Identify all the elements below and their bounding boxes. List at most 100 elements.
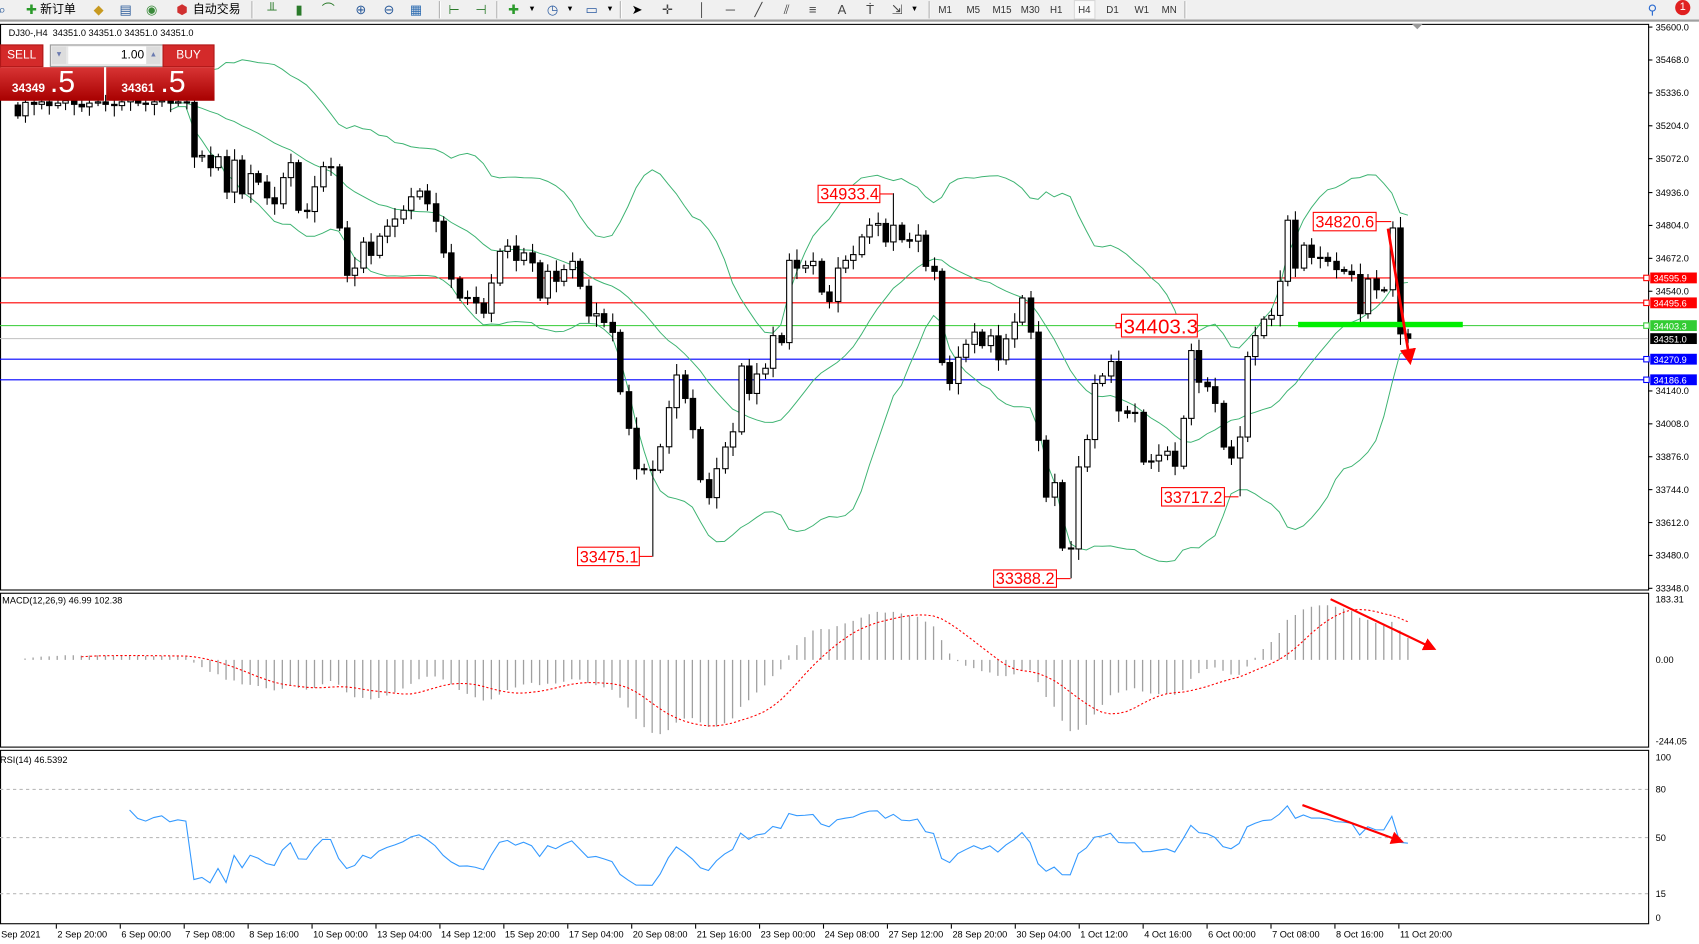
timeframe-m1[interactable]: M1 — [938, 4, 952, 16]
candle-body-bear — [102, 101, 109, 105]
candle — [1042, 435, 1050, 503]
buy-quote[interactable]: 34361 .5 — [106, 65, 215, 101]
trendline-icon[interactable]: ╱ — [754, 2, 763, 18]
candle-body-bear — [625, 391, 633, 429]
zoom-out-icon[interactable]: ⊖ — [383, 2, 395, 18]
lot-size-stepper: ▼ ▲ — [49, 44, 164, 68]
macd-label: MACD(12,26,9) 46.99 102.38 — [2, 596, 122, 606]
equidistant-channel-icon[interactable]: ⫽ — [783, 2, 790, 18]
timeframe-h4[interactable]: H4 — [1073, 0, 1095, 20]
timeframe-h1[interactable]: H1 — [1049, 4, 1063, 16]
text-icon[interactable]: A — [837, 2, 847, 18]
bar-chart-icon[interactable]: ╨ — [267, 2, 277, 18]
candle — [271, 186, 278, 215]
lot-size-input[interactable] — [68, 46, 147, 64]
candle — [640, 463, 648, 475]
candle — [1317, 246, 1324, 269]
candle — [1300, 242, 1308, 272]
search-icon[interactable]: ⚲ — [1647, 2, 1658, 18]
candle-body-bear — [553, 270, 560, 282]
lot-increase-icon[interactable]: ▲ — [146, 46, 161, 64]
candle-body-bear — [1042, 439, 1050, 498]
candle — [560, 264, 568, 287]
chevron-down-icon[interactable]: ▼ — [566, 5, 574, 14]
candle-body-bull — [1252, 335, 1259, 358]
candle — [585, 279, 593, 323]
timeframe-m30[interactable]: M30 — [1020, 4, 1040, 16]
indicators-icon[interactable]: ✚ — [508, 2, 520, 18]
crosshair-icon[interactable]: ✛ — [662, 2, 673, 18]
auto-trading-icon[interactable]: ⬢ — [176, 2, 188, 18]
sell-quote[interactable]: 34349 .5 — [0, 65, 105, 101]
annotation-text: 34820.6 — [1315, 214, 1374, 232]
candle — [238, 155, 246, 199]
price-annotation: 33717.2 — [1161, 487, 1239, 507]
candle-body-bull — [1002, 338, 1010, 361]
cursor-icon[interactable]: ➤ — [631, 2, 643, 18]
fibonacci-icon[interactable]: ≡ — [808, 2, 817, 18]
chevron-down-icon[interactable]: ▼ — [910, 5, 919, 14]
candle-body-bear — [303, 209, 311, 213]
timeframe-d1[interactable]: D1 — [1106, 4, 1119, 16]
candle-body-bear — [818, 260, 826, 293]
candle-body-bull — [834, 267, 842, 303]
sell-button[interactable]: SELL — [0, 44, 44, 68]
candle-body-bear — [1340, 269, 1348, 272]
chevron-down-icon[interactable]: ▼ — [606, 5, 614, 14]
candle — [327, 157, 335, 176]
candle-body-bull — [786, 259, 793, 344]
candle-body-bear — [30, 101, 38, 105]
new-order-icon[interactable]: ✚ — [25, 2, 37, 18]
candle-body-bull — [360, 241, 367, 269]
arrows-icon[interactable]: ⇲ — [891, 2, 903, 18]
chevron-down-icon[interactable]: ▼ — [528, 5, 536, 14]
candle — [480, 297, 488, 319]
templates-icon[interactable]: ▭ — [585, 2, 598, 18]
buy-button[interactable]: BUY — [162, 44, 215, 68]
metaeditor-icon[interactable]: ◆ — [93, 2, 104, 18]
candle — [255, 170, 262, 186]
candle-body-bear — [1292, 219, 1299, 269]
timeframe-m15[interactable]: M15 — [992, 4, 1012, 16]
candle-body-bear — [995, 335, 1002, 361]
timeframe-mn[interactable]: MN — [1161, 4, 1177, 16]
periods-clock-icon[interactable]: ◷ — [546, 2, 559, 18]
date-label: 8 Oct 16:00 — [1336, 929, 1384, 939]
line-chart-icon[interactable]: ⌒ — [321, 2, 335, 18]
candle-body-bull — [1155, 454, 1163, 462]
candle-body-bull — [890, 224, 897, 243]
bid-price-label: 34351.0 — [1653, 334, 1686, 344]
notification-badge[interactable]: 1 — [1675, 0, 1691, 16]
new-order-button[interactable]: 新订单 — [40, 3, 76, 17]
vertical-line-icon[interactable]: │ — [698, 2, 707, 18]
timeframe-w1[interactable]: W1 — [1134, 4, 1150, 16]
candle-body-bear — [1324, 256, 1332, 262]
zoom-in-icon[interactable]: ⊕ — [355, 2, 367, 18]
chart-shift-icon[interactable]: ⊣ — [475, 2, 487, 18]
price-tick-label: 34672.0 — [1656, 254, 1689, 264]
candle — [600, 308, 608, 328]
candlestick-icon[interactable]: ▮ — [295, 2, 303, 18]
auto-trading-button[interactable]: 自动交易 — [192, 3, 241, 17]
terminal-icon[interactable]: ▤ — [119, 2, 132, 18]
tile-windows-icon[interactable]: ▦ — [409, 2, 423, 18]
candle — [472, 286, 480, 314]
text-label-icon[interactable]: Ṫ — [866, 2, 875, 18]
candle — [1067, 540, 1075, 579]
candle-body-bull — [400, 209, 407, 220]
candle-body-bull — [384, 225, 391, 237]
candle — [995, 324, 1002, 371]
lot-decrease-icon[interactable]: ▼ — [52, 46, 67, 64]
signals-icon[interactable]: ◉ — [146, 2, 158, 18]
rsi-down-arrow — [1302, 804, 1405, 844]
horizontal-line-icon[interactable]: ─ — [725, 2, 735, 18]
candle — [665, 400, 673, 454]
auto-scroll-icon[interactable]: ⊢ — [448, 2, 460, 18]
ask-price-fraction: .5 — [160, 65, 186, 99]
candle-body-bull — [151, 101, 158, 105]
timeframe-m5[interactable]: M5 — [966, 4, 981, 16]
chart-shift-marker-icon[interactable] — [1411, 23, 1423, 30]
annotation-box — [1161, 487, 1225, 507]
toolbar-cut-icon[interactable]: ⌕ — [0, 1, 11, 18]
